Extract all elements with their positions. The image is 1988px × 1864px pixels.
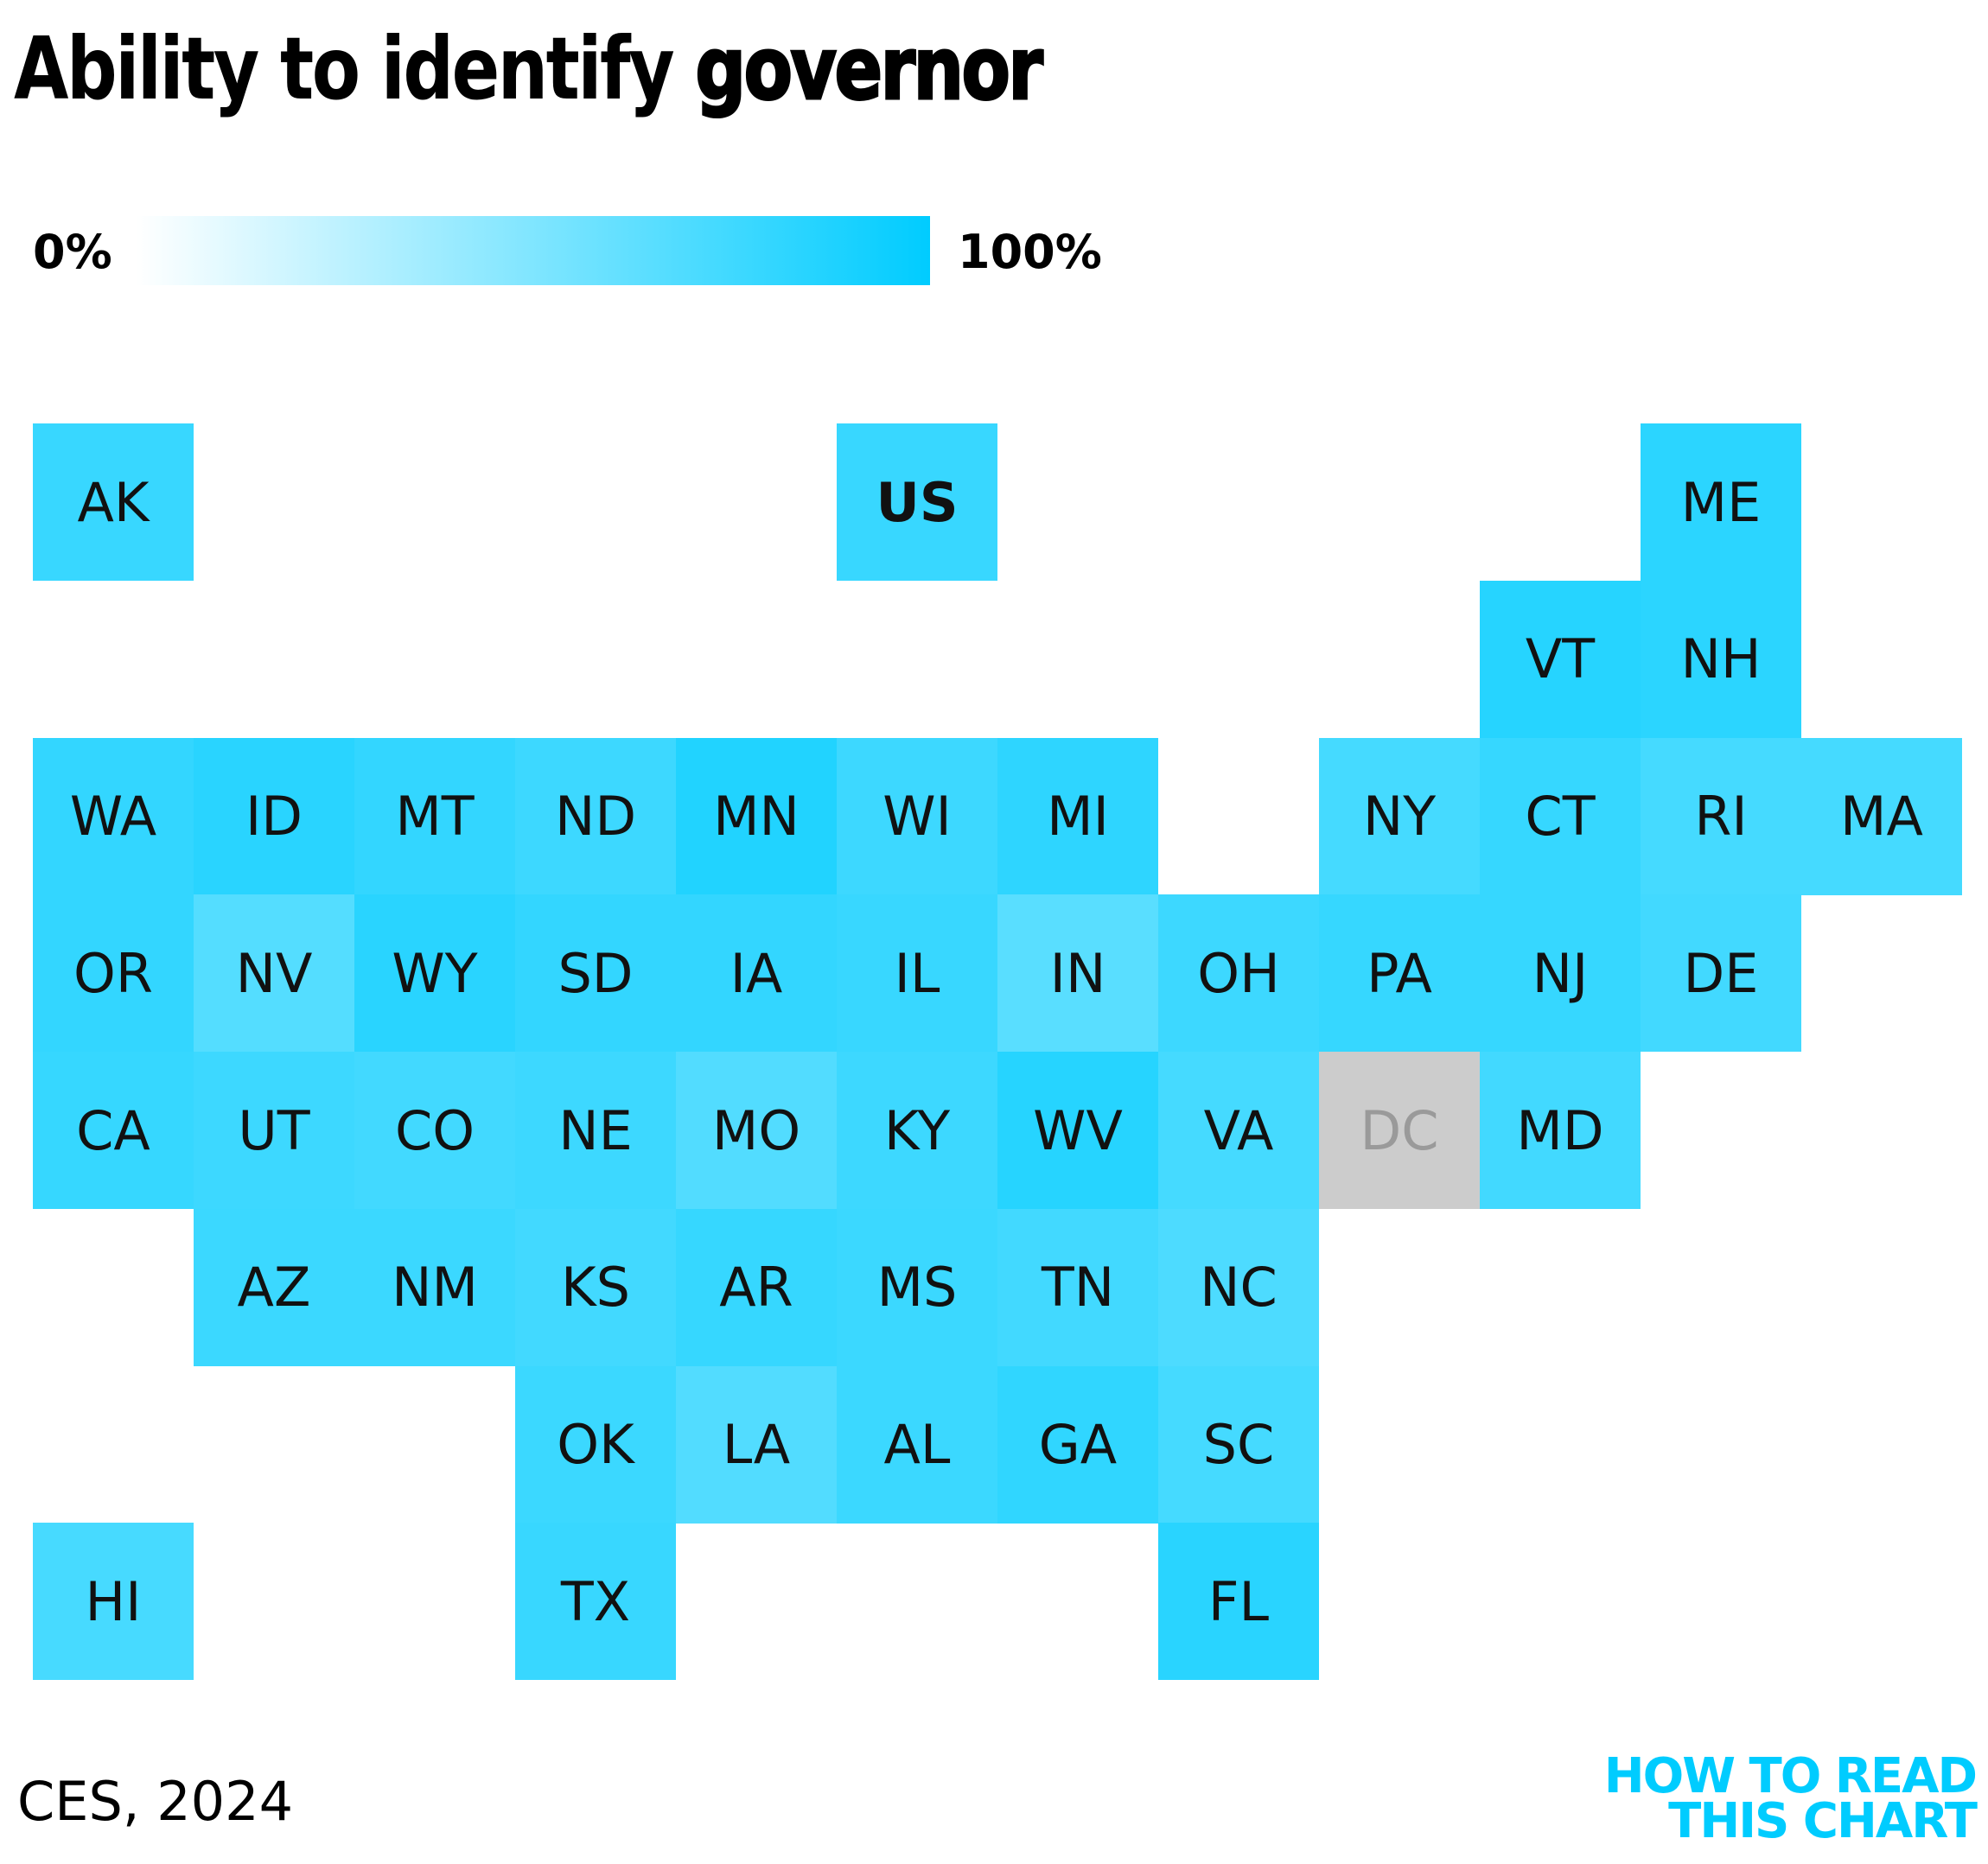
state-tile-nv: NV xyxy=(194,894,354,1053)
state-tile-sc: SC xyxy=(1158,1365,1319,1524)
state-tile-co: CO xyxy=(354,1052,515,1209)
state-tile-al: AL xyxy=(837,1365,997,1524)
state-tile-us: US xyxy=(837,423,997,581)
state-tile-nc: NC xyxy=(1158,1208,1319,1366)
tile-grid-map: AK US ME VT NH WA ID MT ND MN WI MI NY CT RI MA OR NV WY SD… xyxy=(33,423,1962,1681)
state-tile-nj: NJ xyxy=(1480,894,1641,1053)
state-tile-va: VA xyxy=(1158,1052,1319,1209)
state-tile-ar: AR xyxy=(676,1208,837,1366)
state-tile-mt: MT xyxy=(354,737,515,895)
state-tile-ct: CT xyxy=(1480,737,1641,895)
state-tile-tx: TX xyxy=(515,1523,676,1681)
state-tile-wa: WA xyxy=(33,737,194,895)
state-tile-ny: NY xyxy=(1319,737,1480,895)
brand-line-2: THIS CHART xyxy=(1668,1793,1978,1849)
chart-title-prefix: Ability to identify xyxy=(14,18,696,119)
state-tile-in: IN xyxy=(997,894,1158,1053)
state-tile-ma: MA xyxy=(1801,737,1962,895)
legend-min-label: 0% xyxy=(33,225,112,279)
state-tile-id: ID xyxy=(194,737,354,895)
state-tile-pa: PA xyxy=(1319,894,1480,1053)
state-tile-oh: OH xyxy=(1158,894,1319,1053)
state-tile-ia: IA xyxy=(676,894,837,1053)
state-tile-or: OR xyxy=(33,894,194,1053)
source-note: CES, 2024 xyxy=(17,1770,294,1833)
state-tile-ak: AK xyxy=(33,423,194,581)
state-tile-wy: WY xyxy=(354,894,515,1053)
state-tile-nd: ND xyxy=(515,737,676,895)
state-tile-vt: VT xyxy=(1480,580,1641,738)
state-tile-de: DE xyxy=(1641,894,1801,1053)
state-tile-ky: KY xyxy=(837,1052,997,1209)
legend-gradient-bar xyxy=(137,216,930,285)
state-tile-ks: KS xyxy=(515,1208,676,1366)
state-tile-ga: GA xyxy=(997,1365,1158,1524)
state-tile-nh: NH xyxy=(1641,580,1801,738)
state-tile-nm: NM xyxy=(354,1208,515,1366)
state-tile-az: AZ xyxy=(194,1208,354,1366)
state-tile-dc: DC xyxy=(1319,1052,1480,1209)
state-tile-hi: HI xyxy=(33,1523,194,1681)
state-tile-wv: WV xyxy=(997,1052,1158,1209)
legend-max-label: 100% xyxy=(958,225,1102,279)
state-tile-ri: RI xyxy=(1641,737,1801,895)
state-tile-wi: WI xyxy=(837,737,997,895)
state-tile-fl: FL xyxy=(1158,1523,1319,1681)
state-tile-ne: NE xyxy=(515,1052,676,1209)
state-tile-mn: MN xyxy=(676,737,837,895)
state-tile-il: IL xyxy=(837,894,997,1053)
state-tile-mo: MO xyxy=(676,1052,837,1209)
state-tile-ok: OK xyxy=(515,1365,676,1524)
state-tile-ut: UT xyxy=(194,1052,354,1209)
brand-logo: HOW TO READ THIS CHART xyxy=(1603,1748,1978,1849)
chart-title: Ability to identify governor xyxy=(14,17,1044,121)
state-tile-la: LA xyxy=(676,1365,837,1524)
state-tile-mi: MI xyxy=(997,737,1158,895)
state-tile-sd: SD xyxy=(515,894,676,1053)
state-tile-me: ME xyxy=(1641,423,1801,581)
state-tile-ms: MS xyxy=(837,1208,997,1366)
state-tile-md: MD xyxy=(1480,1052,1641,1209)
state-tile-ca: CA xyxy=(33,1052,194,1209)
brand-line-1: HOW TO READ xyxy=(1603,1748,1978,1804)
chart-title-emphasis: governor xyxy=(694,17,1044,121)
state-tile-tn: TN xyxy=(997,1208,1158,1366)
